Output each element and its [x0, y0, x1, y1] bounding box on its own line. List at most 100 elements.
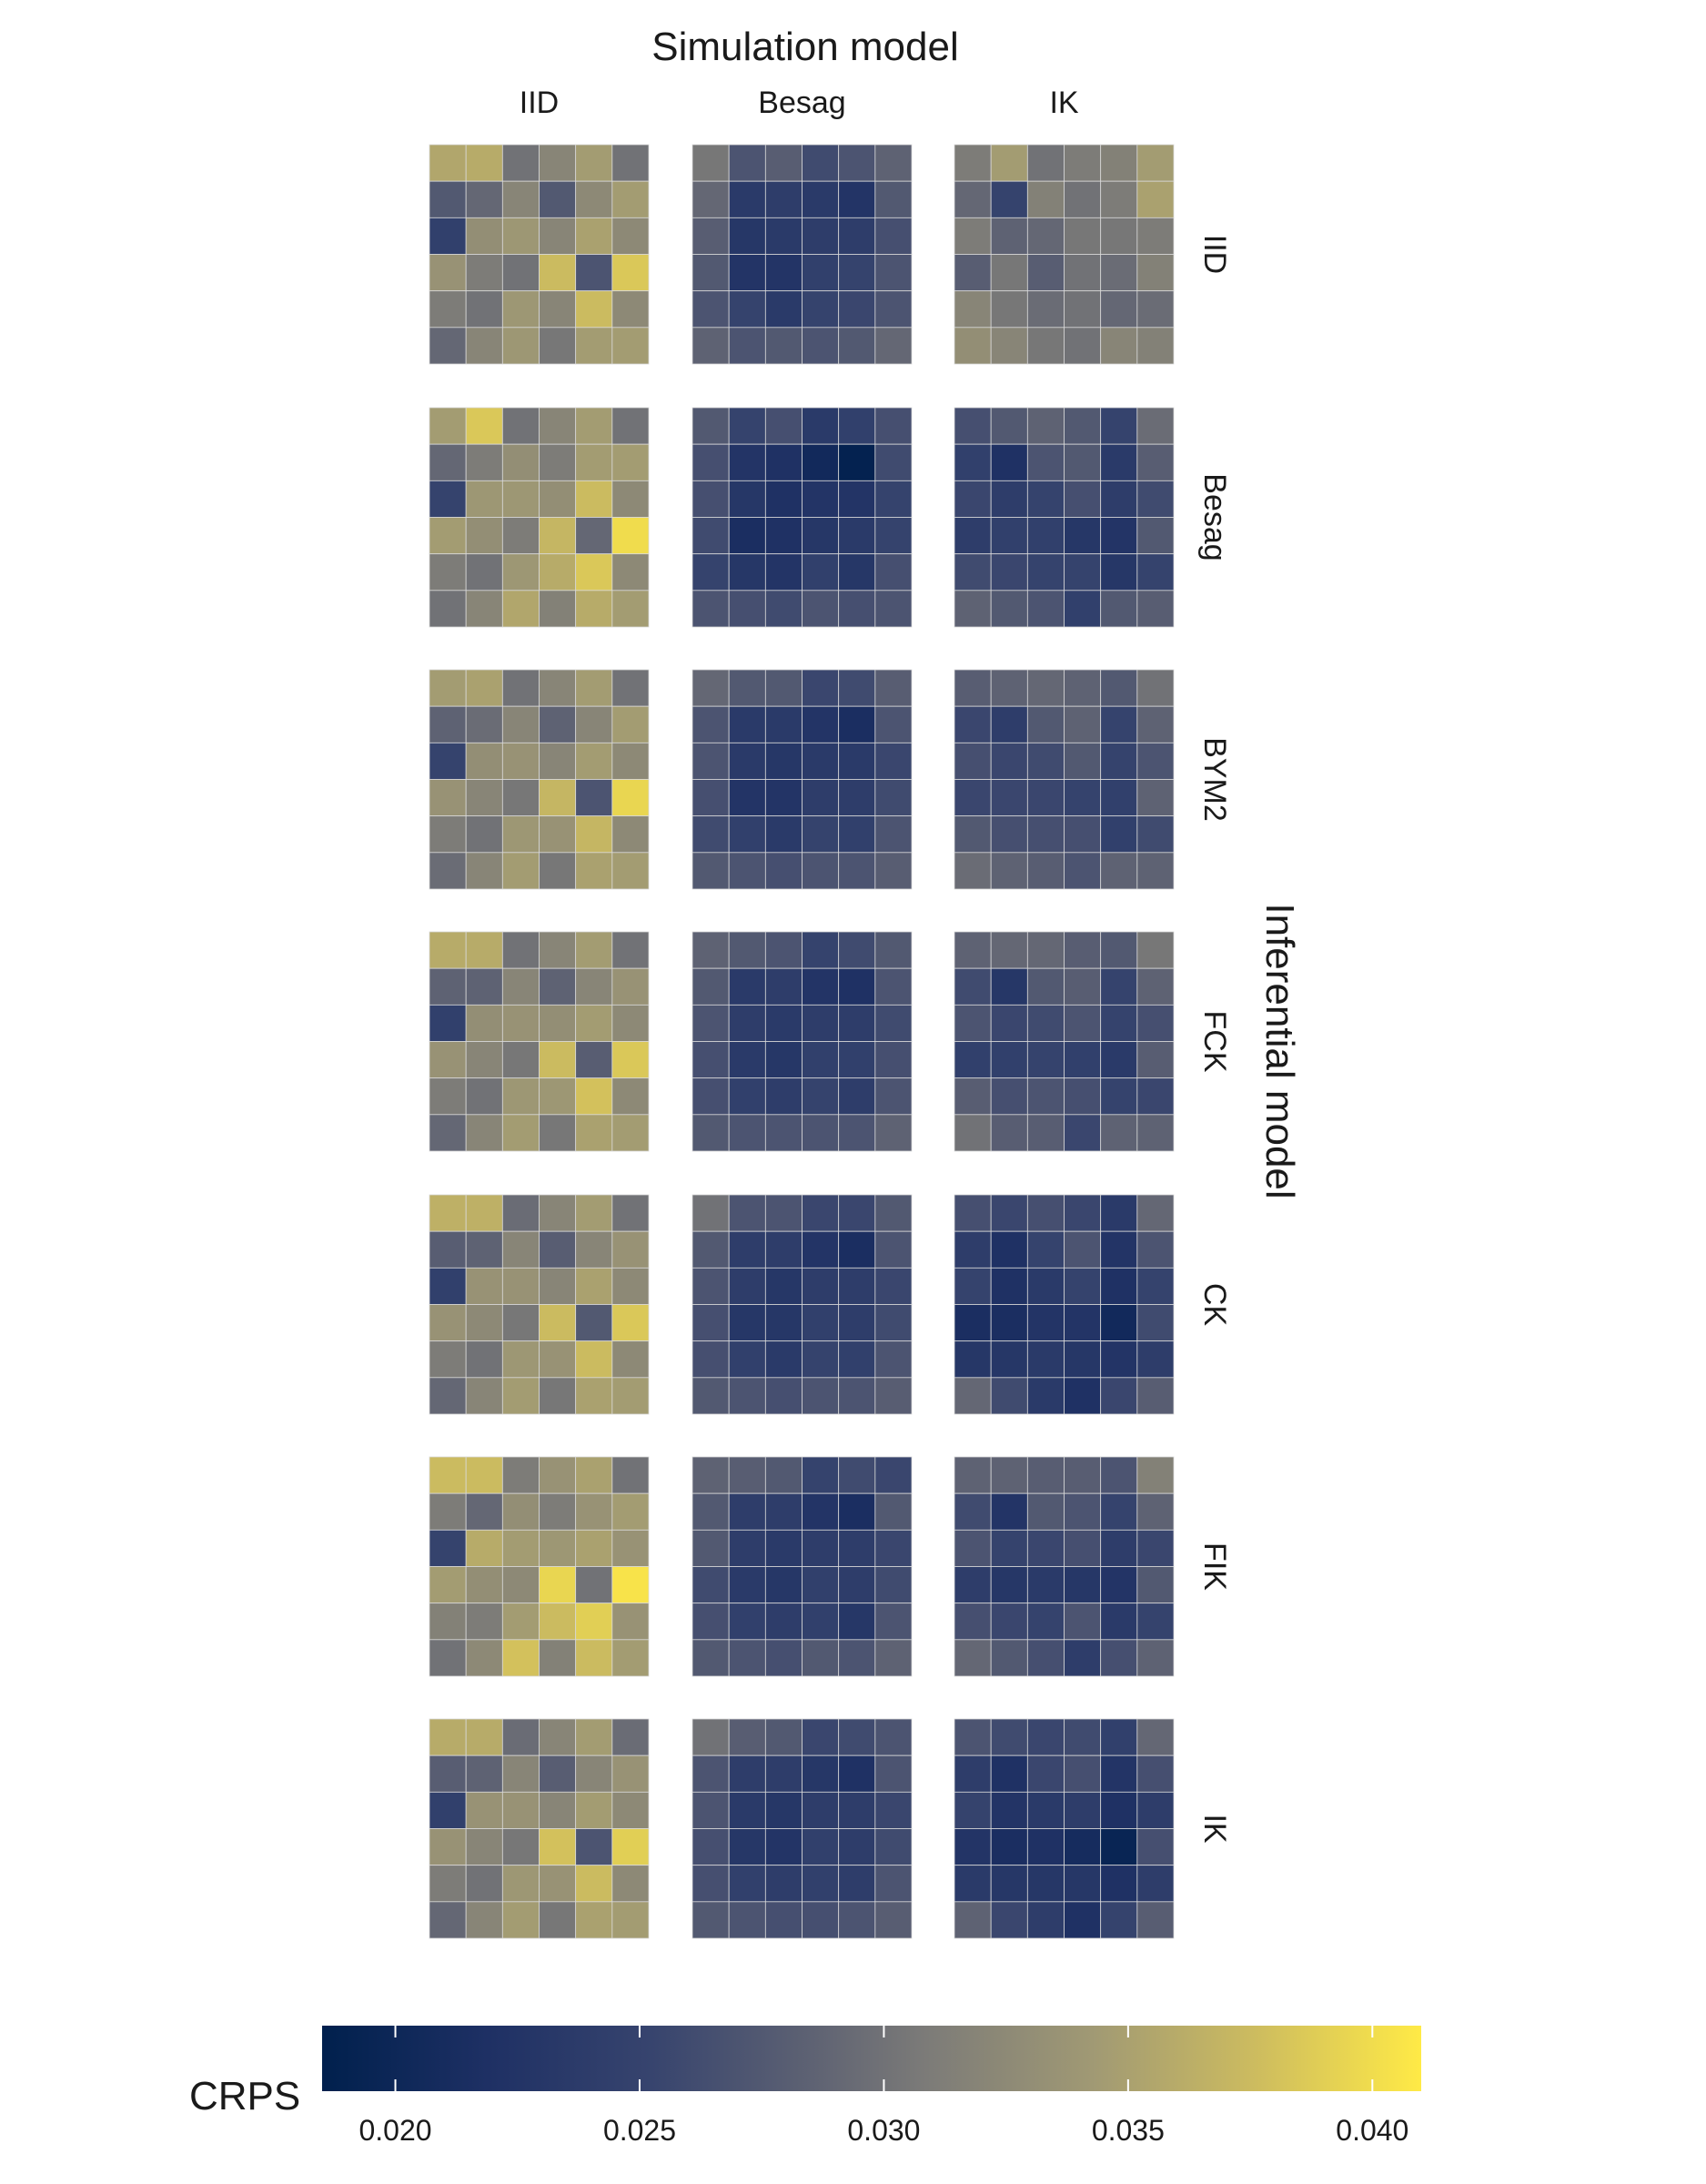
heatmap-cell [954, 443, 992, 481]
heatmap-cell [990, 553, 1028, 592]
heatmap-cell [1026, 931, 1065, 969]
column-label-ik: IK [1049, 86, 1078, 120]
heatmap-cell [838, 669, 876, 707]
heatmap-cell [429, 553, 467, 592]
heatmap-cell [1064, 1791, 1102, 1829]
heatmap-cell [1136, 480, 1175, 518]
heatmap-cell [990, 742, 1028, 780]
heatmap-cell [691, 1340, 730, 1379]
heatmap-cell [575, 517, 613, 555]
heatmap-cell [1100, 1791, 1138, 1829]
heatmap-cell [874, 1377, 913, 1415]
heatmap-cell [954, 779, 992, 817]
heatmap-cell [1026, 1304, 1065, 1342]
heatmap-cell [465, 1492, 503, 1531]
heatmap-cell [764, 1566, 803, 1604]
heatmap-cell [990, 1456, 1028, 1494]
heatmap-cell [764, 180, 803, 218]
heatmap-cell [838, 931, 876, 969]
heatmap-cell [1136, 1041, 1175, 1079]
heatmap-cell [954, 1901, 992, 1939]
row-label-iid: IID [1197, 235, 1232, 274]
heatmap-cell [764, 779, 803, 817]
heatmap-cell [691, 931, 730, 969]
heatmap-cell [501, 1304, 540, 1342]
panel-ik-besag [691, 1718, 913, 1939]
heatmap-cell [990, 480, 1028, 518]
heatmap-cell [539, 1639, 577, 1677]
heatmap-cell [575, 327, 613, 365]
row-strip-labels: IID Besag BYM2 FCK CK FIK IK [1197, 235, 1232, 1844]
heatmap-cell [691, 1230, 730, 1269]
heatmap-cell [874, 1304, 913, 1342]
heatmap-cell [802, 779, 840, 817]
heatmap-cell [539, 290, 577, 329]
heatmap-cell [1064, 1566, 1102, 1604]
heatmap-cell [575, 290, 613, 329]
heatmap-cell [465, 1639, 503, 1677]
heatmap-cell [1136, 254, 1175, 292]
heatmap-cell [1026, 742, 1065, 780]
heatmap-cell [990, 1230, 1028, 1269]
heatmap-cell [691, 1377, 730, 1415]
heatmap-cell [728, 1077, 766, 1116]
heatmap-cell [611, 1377, 650, 1415]
heatmap-cell [429, 1492, 467, 1531]
heatmap-cell [954, 327, 992, 365]
heatmap-cell [764, 254, 803, 292]
heatmap-cell [691, 254, 730, 292]
heatmap-cell [1136, 327, 1175, 365]
heatmap-cell [764, 1004, 803, 1042]
heatmap-cell [1026, 480, 1065, 518]
heatmap-cell [501, 180, 540, 218]
heatmap-cell [501, 967, 540, 1006]
heatmap-cell [611, 705, 650, 743]
heatmap-cell [611, 1828, 650, 1866]
heatmap-cell [1100, 1492, 1138, 1531]
heatmap-cell [539, 852, 577, 890]
heatmap-cell [838, 407, 876, 445]
heatmap-cell [501, 144, 540, 182]
heatmap-cell [838, 217, 876, 255]
heatmap-cell [1026, 1791, 1065, 1829]
heatmap-cell [465, 1041, 503, 1079]
heatmap-cell [465, 1077, 503, 1116]
panel-fck-ik [954, 931, 1175, 1152]
heatmap-cell [1026, 1901, 1065, 1939]
heatmap-cell [1026, 553, 1065, 592]
heatmap-cell [1136, 180, 1175, 218]
heatmap-cell [575, 1267, 613, 1305]
heatmap-cell [874, 1603, 913, 1641]
heatmap-cell [954, 1639, 992, 1677]
heatmap-cell [539, 590, 577, 628]
heatmap-cell [611, 590, 650, 628]
heatmap-cell [764, 1267, 803, 1305]
heatmap-cell [990, 443, 1028, 481]
heatmap-cell [1136, 517, 1175, 555]
heatmap-cell [874, 1901, 913, 1939]
heatmap-cell [728, 1754, 766, 1793]
heatmap-cell [764, 1114, 803, 1152]
heatmap-cell [465, 1230, 503, 1269]
heatmap-cell [611, 931, 650, 969]
heatmap-cell [611, 1754, 650, 1793]
heatmap-cell [465, 1004, 503, 1042]
heatmap-cell [1136, 1566, 1175, 1604]
heatmap-cell [728, 1529, 766, 1567]
heatmap-cell [691, 1603, 730, 1641]
heatmap-cell [1136, 1901, 1175, 1939]
heatmap-cell [1100, 852, 1138, 890]
heatmap-cell [429, 1340, 467, 1379]
heatmap-cell [429, 144, 467, 182]
heatmap-cell [429, 669, 467, 707]
heatmap-cell [1026, 1529, 1065, 1567]
heatmap-cell [501, 742, 540, 780]
heatmap-cell [838, 180, 876, 218]
heatmap-cell [429, 443, 467, 481]
heatmap-cell [874, 480, 913, 518]
heatmap-cell [990, 1791, 1028, 1829]
heatmap-cell [954, 1456, 992, 1494]
panel-besag-ik [954, 407, 1175, 628]
heatmap-cell [1026, 1603, 1065, 1641]
heatmap-cell [575, 1791, 613, 1829]
